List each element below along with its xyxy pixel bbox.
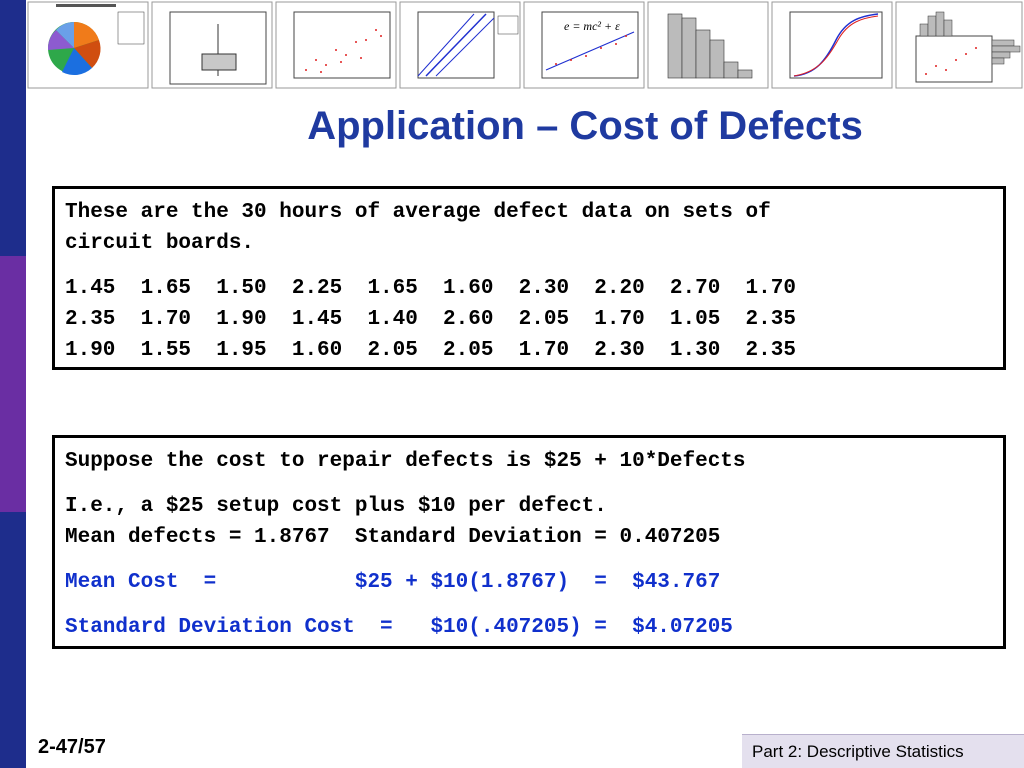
data-row-3: 1.90 1.55 1.95 1.60 2.05 2.05 1.70 2.30 … [65, 339, 796, 362]
thumbnail-boxplot [151, 1, 273, 89]
data-row-2: 2.35 1.70 1.90 1.45 1.40 2.60 2.05 1.70 … [65, 308, 796, 331]
left-bar-middle-segment [0, 256, 26, 512]
thumbnail-strip: e = mc² + ε [26, 0, 1024, 90]
slide-number: 2-47/57 [38, 736, 106, 758]
thumbnail-pie-chart [27, 1, 149, 89]
sd-cost-line: Standard Deviation Cost = $10(.407205) =… [65, 616, 733, 639]
left-color-bar [0, 0, 26, 768]
thumbnail-histogram [647, 1, 769, 89]
slide-title: Application – Cost of Defects [307, 104, 863, 148]
mean-cost-line: Mean Cost = $25 + $10(1.8767) = $43.767 [65, 571, 721, 594]
thumbnail-ecdf-plot [771, 1, 893, 89]
defect-stats-line: Mean defects = 1.8767 Standard Deviation… [65, 526, 721, 549]
left-bar-bottom-segment [0, 512, 26, 768]
intro-line-1: These are the 30 hours of average defect… [65, 201, 771, 224]
left-bar-top-segment [0, 0, 26, 256]
cost-formula-line: Suppose the cost to repair defects is $2… [65, 450, 746, 473]
section-label: Part 2: Descriptive Statistics [742, 734, 1024, 768]
thumbnail-regression-plot: e = mc² + ε [523, 1, 645, 89]
thumbnail-scatterplot-1 [275, 1, 397, 89]
thumbnail-strip-graphic: e = mc² + ε [27, 1, 1023, 89]
setup-cost-line: I.e., a $25 setup cost plus $10 per defe… [65, 495, 607, 518]
thumbnail-probability-plot [399, 1, 521, 89]
thumbnail-marginal-plot [895, 1, 1023, 89]
svg-text:e = mc² + ε: e = mc² + ε [564, 19, 620, 33]
defect-data-box: These are the 30 hours of average defect… [52, 186, 1006, 370]
intro-line-2: circuit boards. [65, 232, 255, 255]
data-row-1: 1.45 1.65 1.50 2.25 1.65 1.60 2.30 2.20 … [65, 277, 796, 300]
cost-calculation-box: Suppose the cost to repair defects is $2… [52, 435, 1006, 649]
